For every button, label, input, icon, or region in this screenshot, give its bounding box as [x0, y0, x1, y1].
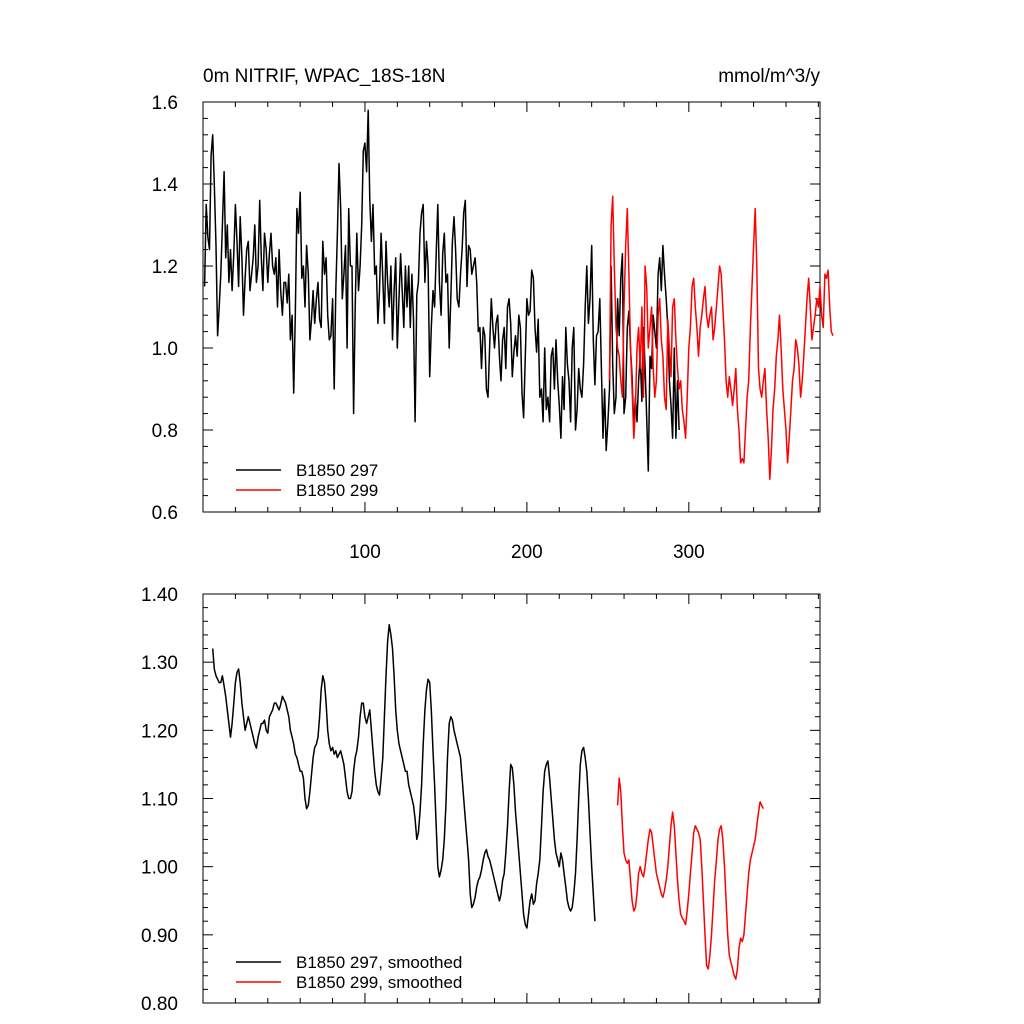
legend-label-2: B1850 299, smoothed [296, 973, 462, 992]
y-tick-label: 1.30 [141, 653, 178, 674]
y-tick-label: 0.6 [152, 503, 178, 524]
x-tick-label: 200 [511, 542, 543, 563]
y-tick-label: 1.10 [141, 790, 178, 811]
y-tick-label: 1.0 [152, 339, 178, 360]
y-tick-label: 1.00 [141, 858, 178, 879]
y-tick-label: 1.2 [152, 257, 178, 278]
series-line-2 [608, 195, 834, 480]
y-tick-label: 1.20 [141, 721, 178, 742]
series-line-1 [211, 623, 596, 929]
y-tick-label: 1.4 [152, 175, 179, 196]
y-tick-label: 0.80 [141, 994, 178, 1015]
legend-label-2: B1850 299 [296, 481, 378, 500]
y-tick-label: 1.6 [152, 93, 178, 114]
x-tick-label: 100 [349, 542, 381, 563]
y-tick-label: 1.40 [141, 585, 178, 606]
bottom-panel: 0.80 0.90 1.00 1.10 1.20 1.30 1.40 B1850 297, s… [141, 585, 821, 1015]
legend-label-1: B1850 297 [296, 461, 378, 480]
y-tick-label: 0.8 [152, 421, 178, 442]
top-panel: 0m NITRIF, WPAC_18S-18N mmol/m^3/y 0.6 0.… [152, 66, 834, 563]
plot-frame [202, 593, 821, 1004]
x-tick-label: 300 [673, 542, 705, 563]
series-line-2 [616, 777, 764, 980]
plot-frame [202, 101, 821, 513]
y-tick-label: 0.90 [141, 926, 178, 947]
series-line-1 [203, 109, 680, 472]
units-label: mmol/m^3/y [718, 66, 820, 87]
chart-title: 0m NITRIF, WPAC_18S-18N [203, 66, 445, 87]
legend-label-1: B1850 297, smoothed [296, 953, 462, 972]
